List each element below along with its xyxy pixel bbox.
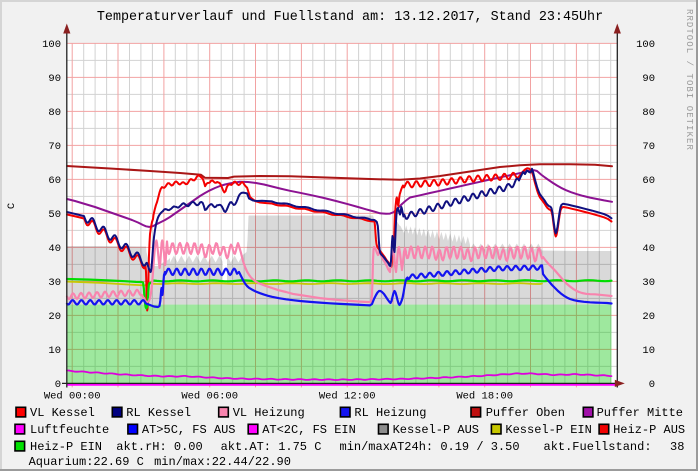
- svg-text:90: 90: [48, 73, 61, 85]
- svg-text:10: 10: [642, 345, 655, 357]
- svg-text:AT>5C, FS AUS: AT>5C, FS AUS: [142, 423, 236, 437]
- svg-text:100: 100: [636, 39, 655, 51]
- svg-text:akt.rH: 0.00: akt.rH: 0.00: [116, 440, 202, 454]
- svg-text:RL Kessel: RL Kessel: [126, 406, 191, 420]
- svg-text:Puffer Mitte: Puffer Mitte: [597, 406, 683, 420]
- svg-text:akt.AT: 1.75 C: akt.AT: 1.75 C: [221, 440, 322, 454]
- svg-text:70: 70: [642, 141, 655, 153]
- svg-text:Heiz-P AUS: Heiz-P AUS: [613, 423, 685, 437]
- svg-text:100: 100: [42, 39, 61, 51]
- svg-text:30: 30: [642, 277, 655, 289]
- svg-text:Kessel-P EIN: Kessel-P EIN: [505, 423, 591, 437]
- svg-text:Heiz-P EIN: Heiz-P EIN: [30, 440, 102, 454]
- svg-text:akt.Fuellstand:: akt.Fuellstand:: [544, 440, 652, 454]
- svg-text:40: 40: [642, 243, 655, 255]
- svg-text:AT<2C, FS EIN: AT<2C, FS EIN: [262, 423, 356, 437]
- svg-text:50: 50: [48, 209, 61, 221]
- svg-text:50: 50: [642, 209, 655, 221]
- svg-text:40: 40: [48, 243, 61, 255]
- svg-text:90: 90: [642, 73, 655, 85]
- svg-text:Kessel-P AUS: Kessel-P AUS: [393, 423, 479, 437]
- svg-text:80: 80: [48, 107, 61, 119]
- svg-text:Wed 00:00: Wed 00:00: [44, 391, 101, 403]
- svg-text:VL Heizung: VL Heizung: [233, 406, 305, 420]
- svg-text:Temperaturverlauf und Fuellsta: Temperaturverlauf und Fuellstand am: 13.…: [97, 10, 603, 25]
- svg-text:Aquarium:22.69 C: Aquarium:22.69 C: [29, 455, 144, 469]
- svg-text:0: 0: [55, 379, 61, 391]
- svg-text:10: 10: [48, 345, 61, 357]
- svg-text:30: 30: [48, 277, 61, 289]
- svg-text:0: 0: [649, 379, 655, 391]
- svg-text:RL Heizung: RL Heizung: [354, 406, 426, 420]
- svg-text:min/max:22.44/22.90: min/max:22.44/22.90: [154, 455, 291, 469]
- svg-text:60: 60: [48, 175, 61, 187]
- svg-text:20: 20: [48, 311, 61, 323]
- svg-text:min/maxAT24h: 0.19 / 3.50: min/maxAT24h: 0.19 / 3.50: [340, 440, 520, 454]
- svg-text:VL Kessel: VL Kessel: [30, 406, 95, 420]
- svg-text:38: 38: [670, 440, 684, 454]
- svg-text:Wed 18:00: Wed 18:00: [456, 391, 513, 403]
- svg-text:C: C: [6, 203, 18, 209]
- svg-text:Puffer Oben: Puffer Oben: [486, 406, 565, 420]
- svg-text:RRDTOOL / TOBI OETIKER: RRDTOOL / TOBI OETIKER: [684, 9, 694, 151]
- svg-text:Wed 12:00: Wed 12:00: [319, 391, 376, 403]
- svg-text:80: 80: [642, 107, 655, 119]
- svg-text:Wed 06:00: Wed 06:00: [181, 391, 238, 403]
- svg-text:20: 20: [642, 311, 655, 323]
- svg-text:70: 70: [48, 141, 61, 153]
- svg-text:60: 60: [642, 175, 655, 187]
- svg-text:Luftfeuchte: Luftfeuchte: [30, 423, 109, 437]
